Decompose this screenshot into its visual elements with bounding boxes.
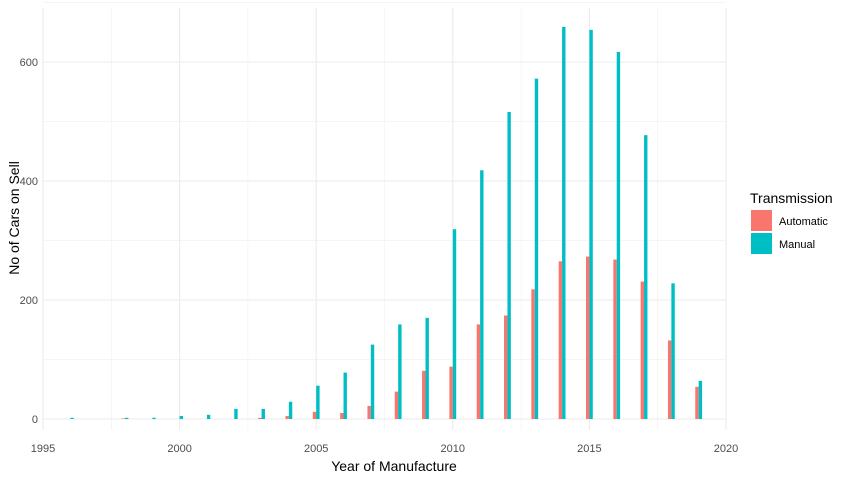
legend-title: Transmission [750, 190, 833, 206]
bar-automatic-2016 [613, 259, 617, 419]
bar-manual-2014 [562, 26, 566, 420]
bar-manual-2010 [452, 229, 457, 419]
bar-automatic-2011 [476, 324, 481, 419]
x-tick-label: 2005 [304, 443, 328, 455]
y-tick-label: 0 [32, 414, 38, 426]
bar-manual-2000 [179, 416, 183, 419]
bar-automatic-2010 [449, 366, 453, 419]
x-tick-label: 1995 [31, 443, 55, 455]
bar-automatic-1998 [121, 418, 125, 420]
x-tick-label: 2015 [577, 443, 601, 455]
bar-manual-2013 [534, 78, 539, 419]
bar-automatic-2013 [531, 289, 535, 419]
x-axis-title: Year of Manufacture [331, 458, 457, 474]
bar-manual-1998 [124, 417, 129, 419]
bar-automatic-2004 [285, 416, 289, 419]
x-tick-label: 2010 [441, 443, 465, 455]
bar-manual-2018 [671, 283, 675, 419]
y-axis-title: No of Cars on Sell [6, 161, 22, 275]
legend: Transmission Automatic Manual [750, 190, 833, 254]
bar-automatic-2005 [312, 411, 317, 419]
legend-label-manual: Manual [779, 239, 815, 251]
bar-manual-2003 [261, 408, 265, 419]
bar-manual-2015 [589, 29, 593, 420]
bar-automatic-2006 [340, 413, 344, 419]
bar-manual-2007 [370, 344, 375, 419]
bar-automatic-2009 [422, 370, 426, 419]
bar-manual-2002 [234, 408, 238, 419]
bar-manual-2005 [316, 385, 320, 419]
legend-key-manual [751, 233, 772, 254]
bar-automatic-2015 [586, 256, 590, 419]
bar-manual-2012 [507, 111, 511, 419]
bar-manual-2009 [425, 317, 429, 419]
bar-automatic-2012 [504, 315, 508, 419]
bar-automatic-2007 [367, 405, 371, 419]
bar-automatic-2019 [695, 386, 699, 419]
bar-manual-2019 [698, 380, 703, 419]
bar-manual-2011 [480, 170, 484, 419]
bar-automatic-2008 [394, 391, 399, 419]
bar-manual-2016 [616, 51, 621, 419]
bar-automatic-2018 [667, 340, 672, 419]
bar-manual-1999 [152, 417, 156, 419]
tick-labels: 1995 2000 2005 2010 2015 2020 0 200 400 600 [20, 57, 739, 455]
x-tick-label: 2020 [714, 443, 738, 455]
y-tick-label: 600 [20, 57, 38, 69]
bar-manual-2004 [288, 401, 293, 419]
bar-automatic-2014 [558, 261, 563, 419]
y-tick-label: 400 [20, 176, 38, 188]
bar-manual-2017 [644, 135, 648, 419]
minor-gridlines [43, 2, 726, 430]
bars [70, 26, 703, 420]
bar-automatic-2017 [640, 281, 645, 419]
y-tick-label: 200 [20, 295, 38, 307]
bar-manual-2006 [343, 372, 347, 419]
bar-automatic-2003 [258, 417, 262, 419]
bar-manual-2008 [398, 324, 402, 419]
legend-label-automatic: Automatic [779, 216, 828, 228]
x-tick-label: 2000 [167, 443, 191, 455]
legend-key-automatic [751, 210, 772, 231]
bar-manual-2001 [206, 414, 211, 419]
bar-manual-1996 [70, 417, 74, 419]
